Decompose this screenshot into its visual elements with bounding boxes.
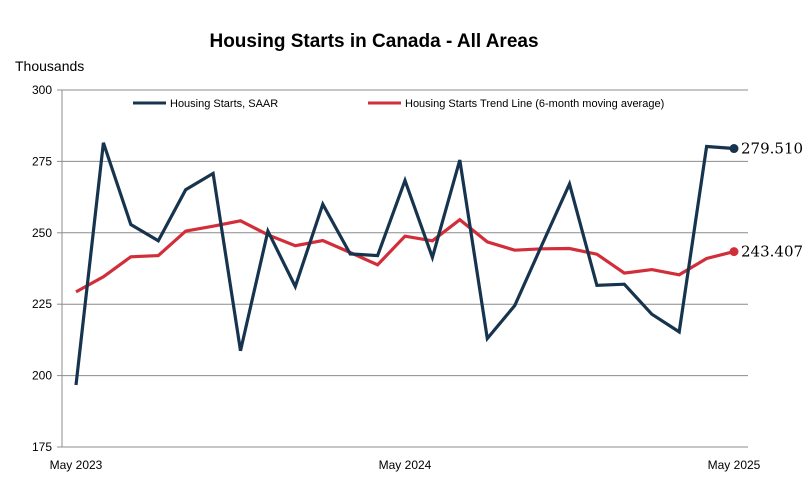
x-tick-label: May 2025 xyxy=(708,458,761,472)
gridlines xyxy=(62,89,748,377)
series-end-point xyxy=(729,144,739,154)
series-end-label: 279.510 xyxy=(741,140,803,158)
x-tick-label: May 2024 xyxy=(379,458,432,472)
series-line xyxy=(74,142,735,386)
y-tick-label: 250 xyxy=(32,226,52,240)
y-tick-labels: 175 200 225 250 275 300 xyxy=(32,83,52,454)
y-tick-label: 300 xyxy=(32,83,52,97)
series-end-label: 243.407 xyxy=(741,243,803,261)
legend-label: Housing Starts, SAAR xyxy=(170,98,278,110)
y-tick-label: 200 xyxy=(32,369,52,383)
y-tick-label: 175 xyxy=(32,440,52,454)
series-lines: 243.407 279.510 xyxy=(74,140,803,386)
chart-title: Housing Starts in Canada - All Areas xyxy=(209,31,539,52)
x-tick-label: May 2023 xyxy=(50,458,103,472)
y-tick-label: 225 xyxy=(32,297,52,311)
y-tick-label: 275 xyxy=(32,154,52,168)
legend-label: Housing Starts Trend Line (6-month movin… xyxy=(405,98,664,110)
series-end-point xyxy=(729,247,739,257)
x-tick-labels: May 2023 May 2024 May 2025 xyxy=(50,458,761,472)
y-axis-unit-label: Thousands xyxy=(15,58,85,74)
series-line xyxy=(75,217,735,294)
legend: Housing Starts, SAAR Housing Starts Trend… xyxy=(133,98,664,110)
axes xyxy=(57,89,748,448)
